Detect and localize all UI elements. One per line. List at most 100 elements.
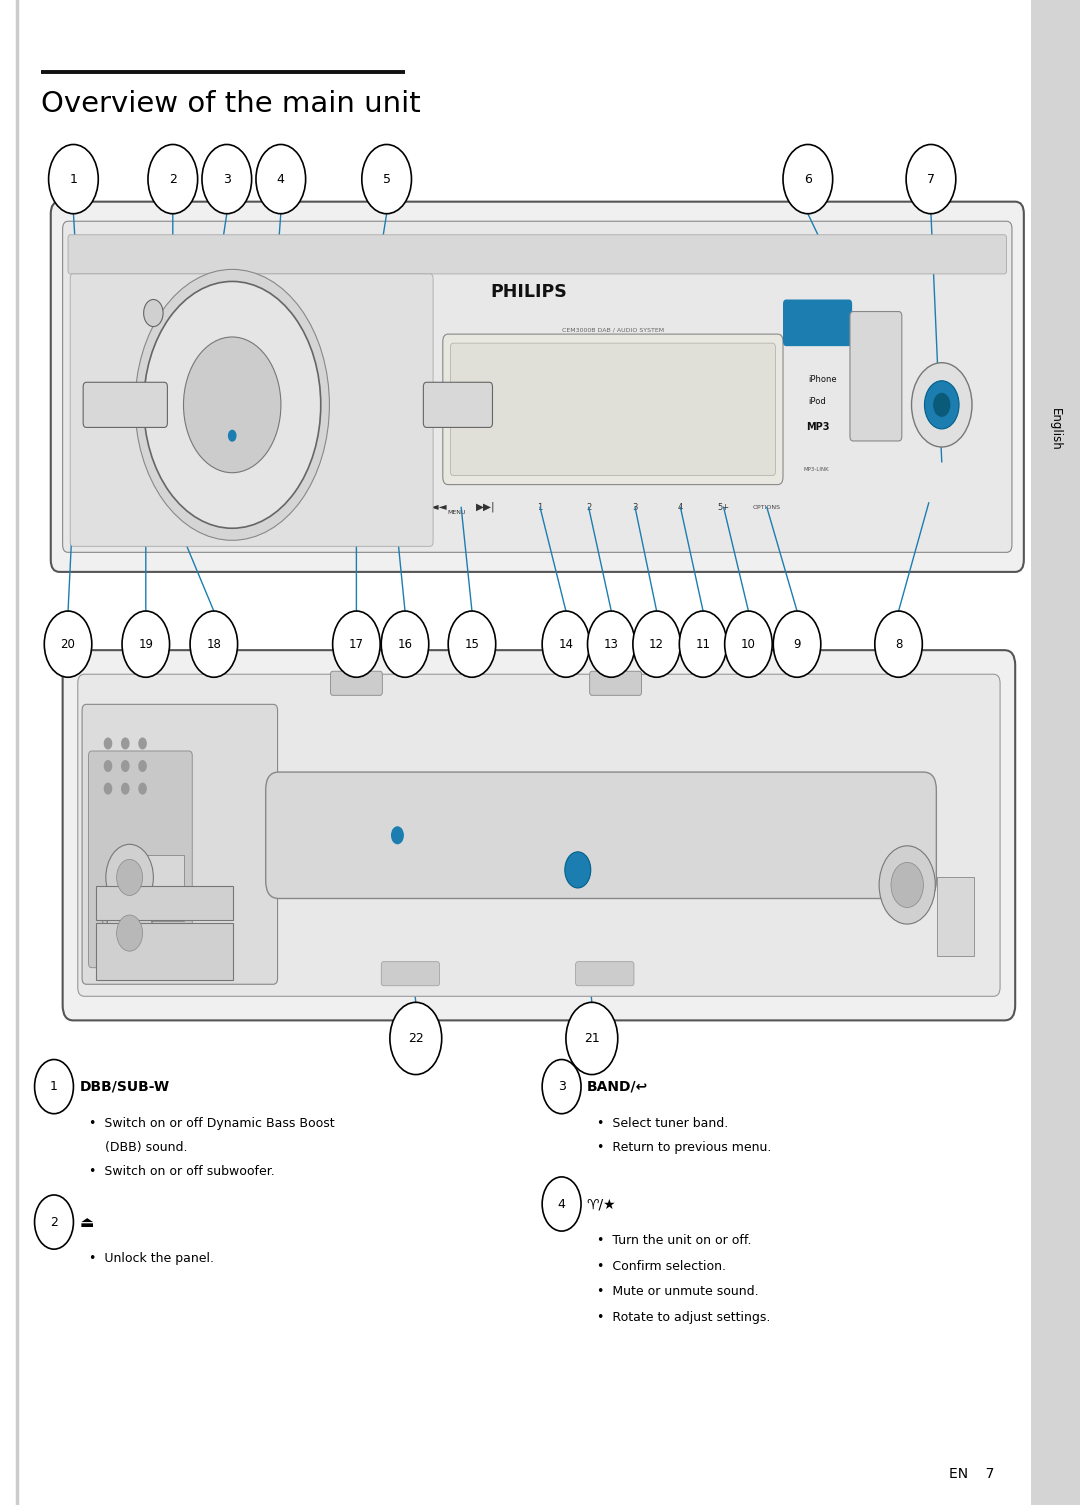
Circle shape (362, 144, 411, 214)
Text: 4: 4 (276, 173, 285, 185)
Text: Overview of the main unit: Overview of the main unit (41, 90, 421, 119)
FancyBboxPatch shape (63, 650, 1015, 1020)
FancyBboxPatch shape (576, 962, 634, 986)
Circle shape (144, 281, 321, 528)
Circle shape (875, 611, 922, 677)
FancyBboxPatch shape (330, 671, 382, 695)
Circle shape (104, 783, 112, 795)
Circle shape (924, 381, 959, 429)
Circle shape (542, 1177, 581, 1231)
FancyBboxPatch shape (96, 923, 233, 980)
Text: 19: 19 (138, 638, 153, 650)
Circle shape (390, 1002, 442, 1075)
Text: DAB: DAB (806, 319, 829, 328)
Text: 11: 11 (696, 638, 711, 650)
Text: (DBB) sound.: (DBB) sound. (105, 1141, 187, 1154)
FancyBboxPatch shape (590, 671, 642, 695)
Circle shape (49, 144, 98, 214)
Text: 12: 12 (649, 638, 664, 650)
Circle shape (542, 1060, 581, 1114)
Circle shape (44, 611, 92, 677)
Text: 16: 16 (397, 638, 413, 650)
Circle shape (333, 611, 380, 677)
Text: DBB: DBB (83, 321, 99, 327)
FancyBboxPatch shape (783, 299, 852, 346)
Circle shape (891, 862, 923, 908)
Text: 15: 15 (464, 638, 480, 650)
Text: 5: 5 (382, 173, 391, 185)
Text: 3: 3 (633, 503, 637, 512)
Circle shape (135, 269, 329, 540)
Circle shape (879, 846, 935, 924)
Circle shape (906, 144, 956, 214)
Text: |◄◄: |◄◄ (428, 503, 447, 512)
FancyBboxPatch shape (51, 202, 1024, 572)
Text: ↺: ↺ (168, 319, 177, 328)
FancyBboxPatch shape (850, 312, 902, 441)
Text: ⇒: ⇒ (848, 828, 859, 843)
Text: MP3: MP3 (806, 423, 829, 432)
FancyBboxPatch shape (266, 772, 936, 898)
Text: 9: 9 (794, 638, 800, 650)
Circle shape (391, 826, 404, 844)
Circle shape (228, 429, 237, 442)
Text: 18: 18 (206, 638, 221, 650)
Text: MP3-LINK: MP3-LINK (804, 467, 829, 473)
Text: 2: 2 (50, 1216, 58, 1228)
Circle shape (104, 760, 112, 772)
Circle shape (565, 852, 591, 888)
Text: SOURCE: SOURCE (110, 400, 140, 409)
Text: 8: 8 (895, 638, 902, 650)
Circle shape (138, 783, 147, 795)
Circle shape (121, 760, 130, 772)
Circle shape (190, 611, 238, 677)
Text: 6: 6 (804, 173, 812, 185)
Text: MAX: MAX (183, 503, 195, 507)
FancyBboxPatch shape (147, 855, 184, 921)
Circle shape (117, 915, 143, 951)
Text: 4: 4 (678, 503, 683, 512)
Text: 1: 1 (50, 1081, 58, 1093)
Text: OPTIONS: OPTIONS (753, 504, 781, 510)
Text: CEM3000B DAB / AUDIO SYSTEM: CEM3000B DAB / AUDIO SYSTEM (562, 327, 664, 333)
Text: •  Unlock the panel.: • Unlock the panel. (89, 1252, 214, 1266)
FancyBboxPatch shape (78, 674, 1000, 996)
Text: 2: 2 (586, 503, 591, 512)
Text: 7: 7 (927, 173, 935, 185)
Text: RESET: RESET (564, 832, 592, 841)
Text: •  Mute or unmute sound.: • Mute or unmute sound. (597, 1285, 759, 1299)
FancyBboxPatch shape (443, 334, 783, 485)
FancyBboxPatch shape (450, 343, 775, 476)
Text: EQ: EQ (98, 503, 107, 507)
Text: •  Rotate to adjust settings.: • Rotate to adjust settings. (597, 1311, 771, 1324)
Circle shape (121, 737, 130, 749)
Text: CLOCK: CLOCK (758, 474, 775, 480)
Text: 3: 3 (222, 173, 231, 185)
Text: iPod: iPod (808, 397, 825, 406)
Text: ▶▶|: ▶▶| (476, 503, 496, 512)
FancyBboxPatch shape (96, 886, 233, 920)
Text: iPhone: iPhone (808, 375, 837, 384)
Circle shape (106, 844, 153, 911)
Circle shape (104, 737, 112, 749)
Text: 14: 14 (558, 638, 573, 650)
FancyBboxPatch shape (381, 962, 440, 986)
Circle shape (725, 611, 772, 677)
Circle shape (184, 337, 281, 473)
Text: 20: 20 (60, 638, 76, 650)
Text: •  Turn the unit on or off.: • Turn the unit on or off. (597, 1234, 752, 1248)
Text: 13: 13 (604, 638, 619, 650)
Circle shape (138, 737, 147, 749)
Text: ⏏: ⏏ (150, 309, 157, 315)
Text: 3: 3 (557, 1081, 566, 1093)
Circle shape (117, 859, 143, 895)
Text: 2: 2 (168, 173, 177, 185)
Text: •  Return to previous menu.: • Return to previous menu. (597, 1141, 771, 1154)
Circle shape (256, 144, 306, 214)
Text: 4: 4 (557, 1198, 566, 1210)
FancyBboxPatch shape (423, 382, 492, 427)
Circle shape (679, 611, 727, 677)
Bar (1031, 0, 1080, 1505)
Text: BAND/↩: BAND/↩ (586, 1079, 648, 1094)
Circle shape (202, 144, 252, 214)
